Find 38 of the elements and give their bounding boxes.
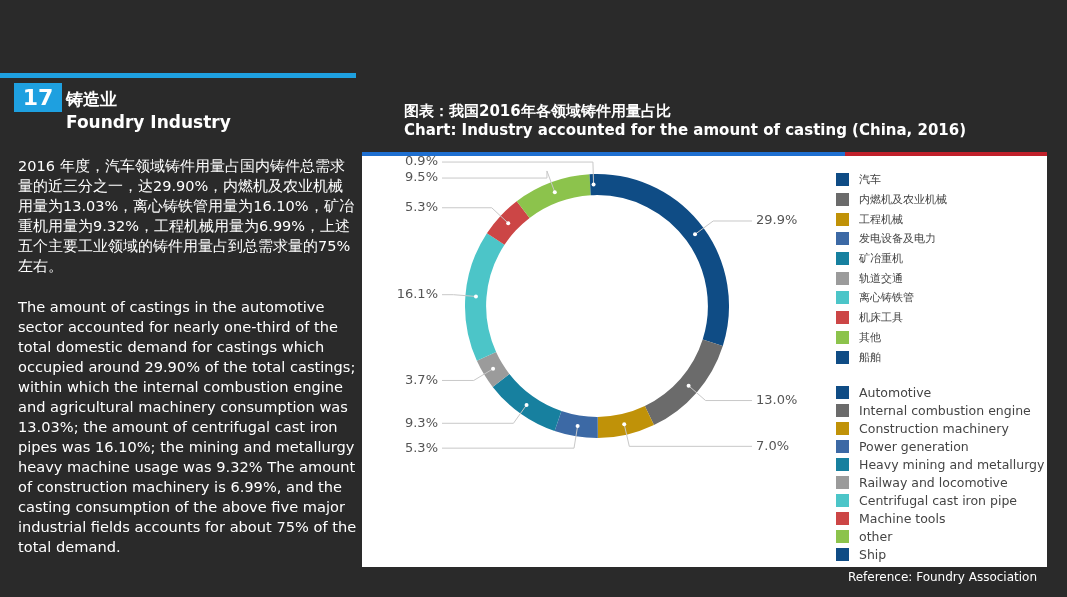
text: 船舶 (859, 349, 881, 365)
text: 17 (14, 83, 62, 112)
legend-label: Railway and locomotive (859, 474, 1008, 490)
text: 离心铸铁管 (859, 290, 914, 306)
text: 铸造业 (66, 89, 117, 109)
data-label: 7.0% (756, 437, 790, 453)
text: 内燃机及农业机械 (859, 192, 947, 208)
legend-label: Heavy mining and metallurgy (859, 456, 1045, 472)
text: 工程机械 (859, 211, 903, 227)
legend-label: Internal combustion engine (859, 402, 1031, 418)
chart-subtitle: Chart: Industry accounted for the amount of casting (China, 2016) (404, 121, 967, 139)
data-label: 0.9% (404, 153, 438, 169)
data-label: 29.9% (756, 212, 798, 228)
data-label: 5.3% (404, 199, 438, 215)
legend-label: Machine tools (859, 510, 946, 526)
text: Foundry Industry (66, 112, 231, 132)
legend-label: Construction machinery (859, 420, 1009, 436)
data-label: 13.0% (756, 391, 798, 407)
text: 机床工具 (859, 310, 903, 326)
text: 轨道交通 (859, 270, 903, 286)
data-label: 3.7% (404, 371, 438, 387)
legend-label: other (859, 528, 893, 544)
data-label: 16.1% (396, 286, 438, 302)
data-label: 5.3% (404, 439, 438, 455)
text: 2016 年度，汽车领域铸件用量占国内铸件总需求量的近三分之一，达29.90%，内燃机及农业机械用量为13.03%，离心铸铁管用量为16.10%，矿冶重机用量为9.32%，工程机械用量为6.99%，上述五个主要工业领域的铸件用量占到总需求量的75%左右。 (18, 157, 355, 276)
text: Reference: Foundry Association (847, 570, 1037, 584)
text: 其他 (859, 329, 881, 345)
text: 汽车 (859, 172, 881, 188)
legend-label: Automotive (859, 384, 932, 400)
text: The amount of castings in the automotive sector accounted for nearly one-third of the total domestic demand for castings which occupied around 29.90% of the total castings; within which the internal combustion engine and agricultural machinery consumption was 13.03%; the amount of centrifugal cast iron pipes was 16.10%; the mining and metallurgy heavy machine usage was 9.32% The amount of construction machinery is 6.99%, and the casting consumption of the above five major industrial fields accounts for about 75% of the total demand. (18, 298, 357, 555)
data-label: 9.5% (404, 169, 438, 185)
legend-label: Ship (859, 546, 887, 562)
text: 矿冶重机 (859, 251, 903, 267)
chart-title: 图表：我国2016年各领域铸件用量占比 (404, 102, 671, 121)
text: 发电设备及电力 (859, 231, 936, 247)
legend-label: Power generation (859, 438, 969, 454)
legend-label: Centrifugal cast iron pipe (859, 492, 1018, 508)
data-label: 9.3% (404, 414, 438, 430)
